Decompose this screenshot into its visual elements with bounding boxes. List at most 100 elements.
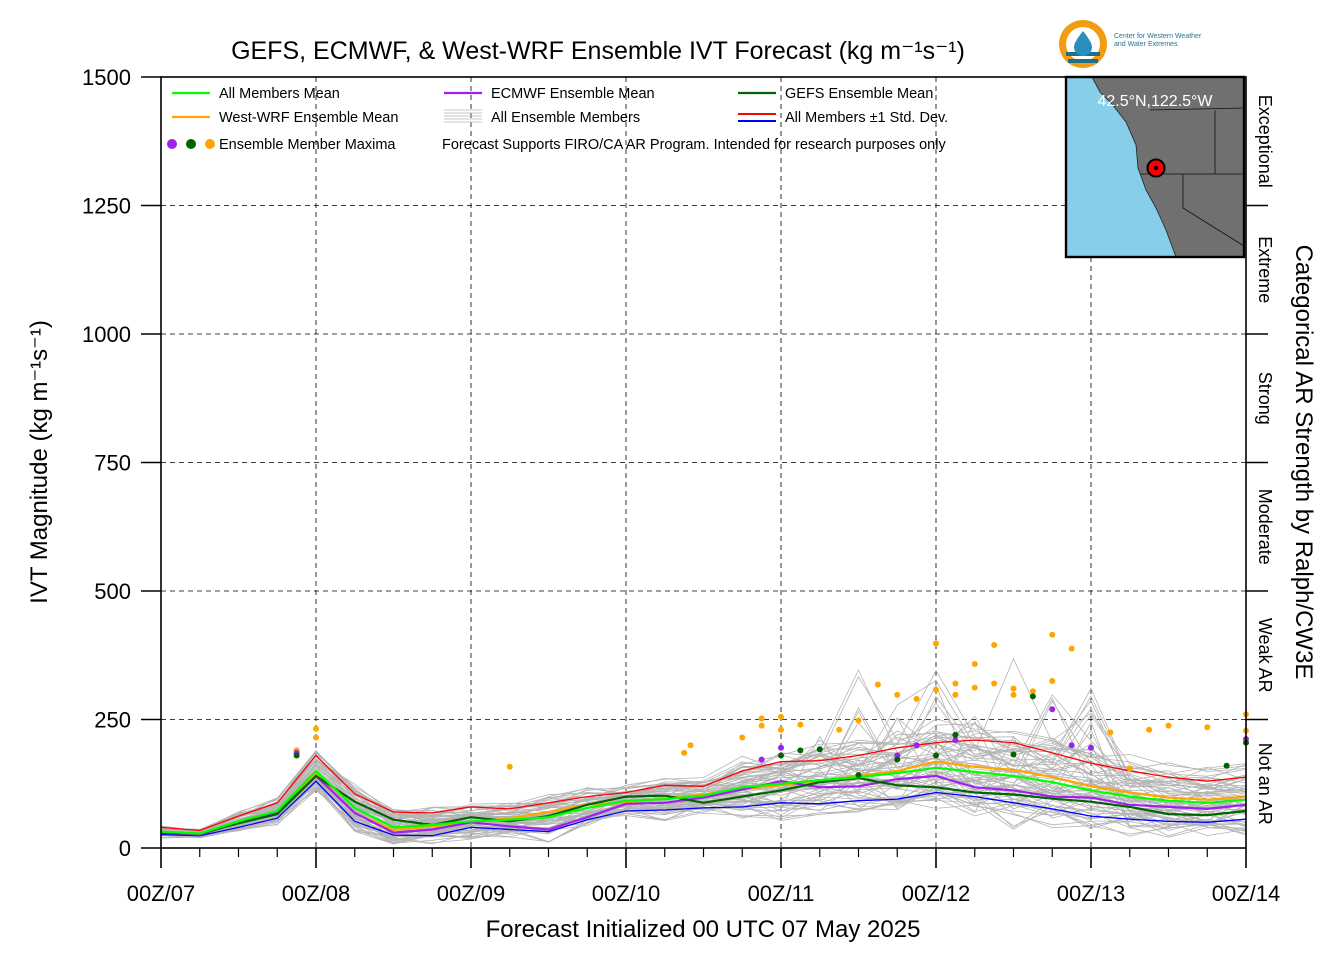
ensemble-member-line	[160, 779, 1247, 835]
maxima-point-west-wrf	[913, 695, 920, 702]
maxima-point-gefs	[1010, 751, 1017, 758]
maxima-point-gefs	[1223, 762, 1230, 769]
maxima-point-west-wrf	[952, 680, 959, 687]
chart-title: GEFS, ECMWF, & West-WRF Ensemble IVT For…	[231, 37, 965, 65]
series-line-gefs-ensemble-mean	[160, 774, 1247, 835]
category-label: Moderate	[1255, 489, 1275, 565]
ensemble-member-line	[160, 675, 1247, 832]
maxima-point-west-wrf	[1204, 724, 1211, 731]
maxima-point-gefs	[816, 746, 823, 753]
ensemble-member-line	[160, 722, 1247, 830]
grid-lines	[161, 77, 1246, 848]
ensemble-member-line	[160, 737, 1247, 833]
maxima-point-west-wrf	[971, 660, 978, 667]
maxima-point-west-wrf	[991, 680, 998, 687]
ensemble-member-line	[160, 782, 1247, 843]
logo-wave	[1068, 59, 1098, 63]
y-tick-label: 1250	[82, 194, 131, 219]
maxima-point-west-wrf	[874, 681, 881, 688]
maxima-point-gefs	[933, 752, 939, 759]
location-marker-center	[1153, 165, 1159, 171]
inset-frame	[1064, 75, 1246, 259]
y-axis-label: IVT Magnitude (kg m⁻¹s⁻¹)	[26, 320, 53, 604]
maxima-point-west-wrf	[313, 734, 319, 741]
maxima-point-west-wrf	[855, 717, 862, 724]
x-tick-label: 00Z/07	[127, 881, 196, 906]
maxima-point-west-wrf	[313, 725, 319, 732]
y-tick-label: 750	[94, 451, 131, 476]
legend-ecmwf-mean-label: ECMWF Ensemble Mean	[491, 86, 655, 102]
maxima-point-ecmwf	[778, 744, 784, 751]
legend-note: Forecast Supports FIRO/CA AR Program. In…	[442, 137, 946, 153]
maxima-point-west-wrf	[933, 640, 939, 647]
legend-all-members-label: All Ensemble Members	[491, 110, 640, 126]
maxima-point-west-wrf	[1049, 631, 1056, 638]
y-tick-label: 500	[94, 579, 131, 604]
maxima-point-west-wrf	[687, 742, 694, 749]
logo-text-line1: Center for Western Weather	[1114, 33, 1202, 40]
logo-text: Center for Western Weather and Water Ext…	[1114, 33, 1201, 49]
legend-maxima-dot	[167, 139, 177, 149]
ensemble-member-line	[160, 780, 1247, 845]
maxima-point-gefs	[778, 752, 784, 759]
maxima-point-west-wrf	[952, 691, 959, 698]
x-tick-label: 00Z/09	[437, 881, 506, 906]
y-tick-label: 1500	[82, 65, 131, 90]
legend-maxima-label: Ensemble Member Maxima	[219, 137, 396, 153]
category-label: Extreme	[1255, 236, 1275, 303]
x-tick-label: 00Z/10	[592, 881, 661, 906]
maxima-point-west-wrf	[1165, 722, 1172, 729]
maxima-point-west-wrf	[1029, 688, 1036, 695]
x-tick-label: 00Z/13	[1057, 881, 1126, 906]
maxima-point-west-wrf	[758, 722, 765, 729]
maxima-point-gefs	[855, 772, 862, 779]
maxima-point-west-wrf	[681, 749, 688, 756]
series-line-all-members-1-std-dev-	[160, 780, 1247, 837]
maxima-point-west-wrf	[778, 726, 784, 733]
maxima-point-west-wrf	[1126, 765, 1133, 772]
maxima-point-west-wrf	[758, 715, 765, 722]
legend-maxima-dot	[205, 139, 215, 149]
ensemble-maxima	[293, 631, 1249, 779]
maxima-point-ecmwf	[1049, 706, 1056, 713]
maxima-point-gefs	[293, 752, 300, 759]
ensemble-member-line	[160, 723, 1247, 830]
inset-border-line	[1149, 107, 1245, 111]
series-line-ecmwf-ensemble-mean	[160, 774, 1247, 836]
right-axis-label: Categorical AR Strength by Ralph/CW3E	[1290, 245, 1317, 680]
maxima-point-west-wrf	[506, 763, 513, 770]
inset-coord-label: 42.5°N,122.5°W	[1097, 93, 1213, 110]
map-inset: 42.5°N,122.5°W	[1064, 75, 1246, 259]
legend-west-wrf-mean-label: West-WRF Ensemble Mean	[219, 110, 398, 126]
x-axis-label: Forecast Initialized 00 UTC 07 May 2025	[486, 916, 921, 943]
ensemble-member-line	[160, 743, 1247, 833]
maxima-point-gefs	[952, 731, 959, 738]
x-tick-label: 00Z/08	[282, 881, 351, 906]
y-tick-label: 0	[119, 836, 131, 861]
category-label: Weak AR	[1255, 618, 1275, 693]
axes: 0 250 500 750 1000 1250 1500 00Z/07 00Z/08 00Z/09…	[26, 37, 1317, 943]
legend-std-dev-label: All Members ±1 Std. Dev.	[785, 110, 948, 126]
cw3e-logo	[1059, 20, 1107, 68]
ensemble-members	[160, 657, 1247, 845]
series-line-all-members-mean	[160, 766, 1247, 835]
x-tick-label: 00Z/14	[1212, 881, 1281, 906]
legend-maxima-dot	[186, 139, 196, 149]
category-label: Exceptional	[1255, 95, 1275, 188]
maxima-point-ecmwf	[1088, 744, 1094, 751]
maxima-point-west-wrf	[971, 684, 978, 691]
maxima-point-ecmwf	[894, 752, 901, 759]
maxima-point-ecmwf	[913, 742, 920, 749]
category-label: Strong	[1255, 372, 1275, 425]
water-drop-icon	[1074, 31, 1092, 56]
legend-all-members-mean-label: All Members Mean	[219, 86, 340, 102]
maxima-point-gefs	[1029, 693, 1036, 700]
x-tick-label: 00Z/12	[902, 881, 971, 906]
category-label: Not an AR	[1255, 743, 1275, 825]
series-line-all-members-1-std-dev-	[160, 739, 1247, 832]
maxima-point-west-wrf	[1107, 729, 1114, 736]
logo-text-line2: and Water Extremes	[1114, 41, 1178, 48]
maxima-point-west-wrf	[991, 641, 998, 648]
maxima-point-ecmwf	[758, 756, 765, 763]
